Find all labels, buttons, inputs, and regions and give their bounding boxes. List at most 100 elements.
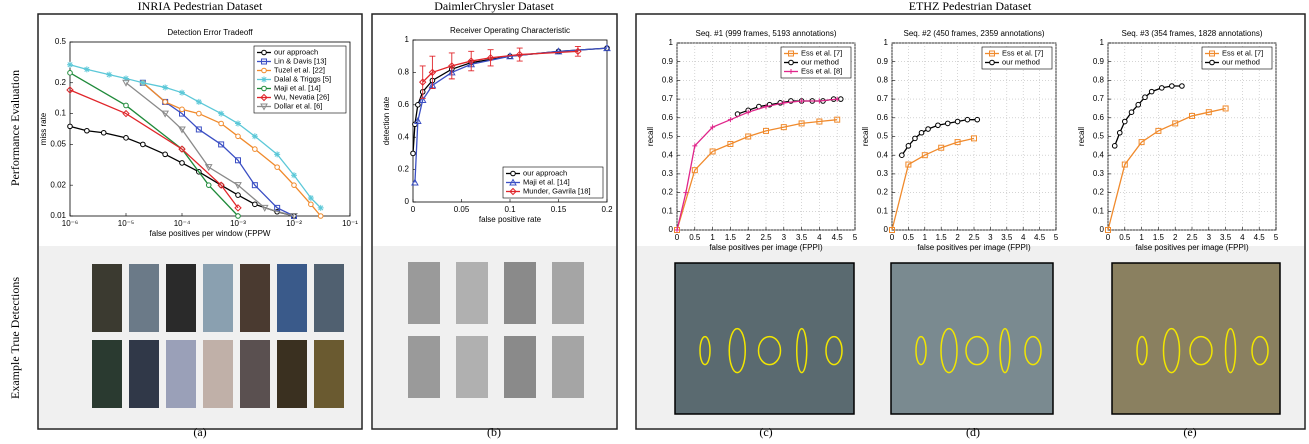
legend-label: Ess et al. [7] — [1002, 48, 1043, 57]
legend-marker — [261, 49, 267, 56]
x-tick-label: 4.5 — [1254, 233, 1266, 242]
marker — [178, 145, 186, 153]
series-line — [901, 119, 978, 156]
y-tick-label: 0.5 — [55, 37, 67, 46]
marker — [67, 61, 73, 68]
legend-marker — [261, 58, 267, 65]
x-tick-label: 1.5 — [936, 233, 948, 242]
marker — [781, 100, 787, 106]
marker — [745, 133, 752, 140]
legend-label: our approach — [523, 168, 567, 177]
photo — [92, 340, 122, 408]
marker — [122, 79, 130, 87]
legend-label: our approach — [274, 47, 318, 56]
marker — [139, 79, 146, 86]
y-tick-label: 0.1 — [662, 206, 674, 215]
marker — [252, 201, 258, 208]
x-axis-label: false positive rate — [479, 215, 542, 224]
x-tick-label: 0.5 — [1119, 233, 1131, 242]
marker — [1122, 118, 1128, 125]
marker — [834, 116, 841, 123]
photo — [552, 262, 584, 324]
marker — [1222, 105, 1229, 112]
marker — [780, 124, 787, 131]
y-tick-label: 0.01 — [50, 211, 66, 220]
chart-title: Receiver Operating Characteristic — [450, 26, 570, 35]
panel-frame — [371, 13, 618, 430]
marker — [1138, 139, 1145, 146]
marker — [964, 116, 971, 123]
marker — [122, 109, 130, 118]
x-tick-label: 2.5 — [968, 233, 980, 242]
marker — [683, 190, 689, 196]
y-tick-label: 0.3 — [1093, 169, 1105, 178]
detection-box — [965, 335, 989, 366]
y-tick-label: 0.8 — [877, 76, 889, 85]
x-tick-label: 2.5 — [760, 233, 772, 242]
x-tick-label: 4.5 — [832, 233, 844, 242]
y-tick-label: 1 — [669, 38, 674, 47]
marker — [235, 157, 241, 164]
photo — [314, 264, 344, 332]
marker — [179, 106, 185, 113]
marker — [486, 54, 495, 62]
x-tick-label: 3 — [988, 233, 993, 242]
y-axis-label: recall — [1077, 127, 1086, 146]
marker — [710, 124, 716, 130]
y-axis-label: recall — [646, 127, 655, 146]
marker — [816, 98, 822, 104]
marker — [196, 110, 202, 117]
x-tick-label: 1 — [1139, 233, 1144, 242]
marker — [291, 172, 297, 179]
detection-box — [1024, 335, 1042, 366]
marker — [66, 86, 74, 94]
marker — [317, 213, 324, 219]
marker — [692, 143, 698, 149]
marker — [1116, 129, 1123, 136]
x-tick-label: 2 — [955, 233, 960, 242]
marker — [1179, 83, 1185, 89]
panel-title: ETHZ Pedestrian Dataset — [909, 0, 1032, 13]
x-tick-label: 1.5 — [1153, 233, 1165, 242]
legend — [981, 46, 1053, 70]
detection-box — [1136, 335, 1148, 366]
legend-marker — [509, 178, 517, 186]
series-line — [676, 119, 838, 231]
photo — [92, 264, 122, 332]
caption: (d) — [966, 425, 980, 439]
legend-marker — [261, 85, 267, 92]
y-tick-label: 0.2 — [662, 188, 674, 197]
marker — [1155, 127, 1162, 134]
marker — [414, 116, 422, 124]
x-tick-label: 10⁻³ — [230, 219, 246, 228]
marker — [162, 151, 168, 158]
marker — [235, 213, 241, 219]
marker — [1158, 85, 1165, 91]
marker — [179, 160, 185, 166]
marker — [307, 194, 314, 201]
legend-marker — [989, 50, 995, 57]
y-tick-label: 0.5 — [877, 132, 889, 141]
photo — [408, 336, 440, 398]
legend-marker — [1209, 50, 1215, 57]
photo — [456, 336, 488, 398]
marker — [274, 204, 281, 211]
marker — [727, 140, 734, 147]
marker — [905, 143, 912, 149]
y-tick-label: 0.9 — [662, 57, 674, 66]
y-tick-label: 0.4 — [1093, 150, 1105, 159]
marker — [935, 122, 941, 129]
x-tick-label: 1.5 — [725, 233, 737, 242]
legend-label: Maji et al. [14] — [274, 83, 321, 92]
legend-label: our method — [1222, 57, 1260, 66]
x-axis-label: false positives per image (FPPI) — [1135, 243, 1249, 252]
photo — [277, 340, 307, 408]
marker — [1121, 161, 1128, 168]
marker — [925, 126, 931, 132]
photo — [277, 264, 307, 332]
legend-label: our method — [801, 57, 839, 66]
marker — [123, 102, 129, 109]
detection-box — [728, 327, 746, 374]
marker — [799, 98, 805, 104]
legend-label: Ess et al. [7] — [1222, 48, 1263, 57]
